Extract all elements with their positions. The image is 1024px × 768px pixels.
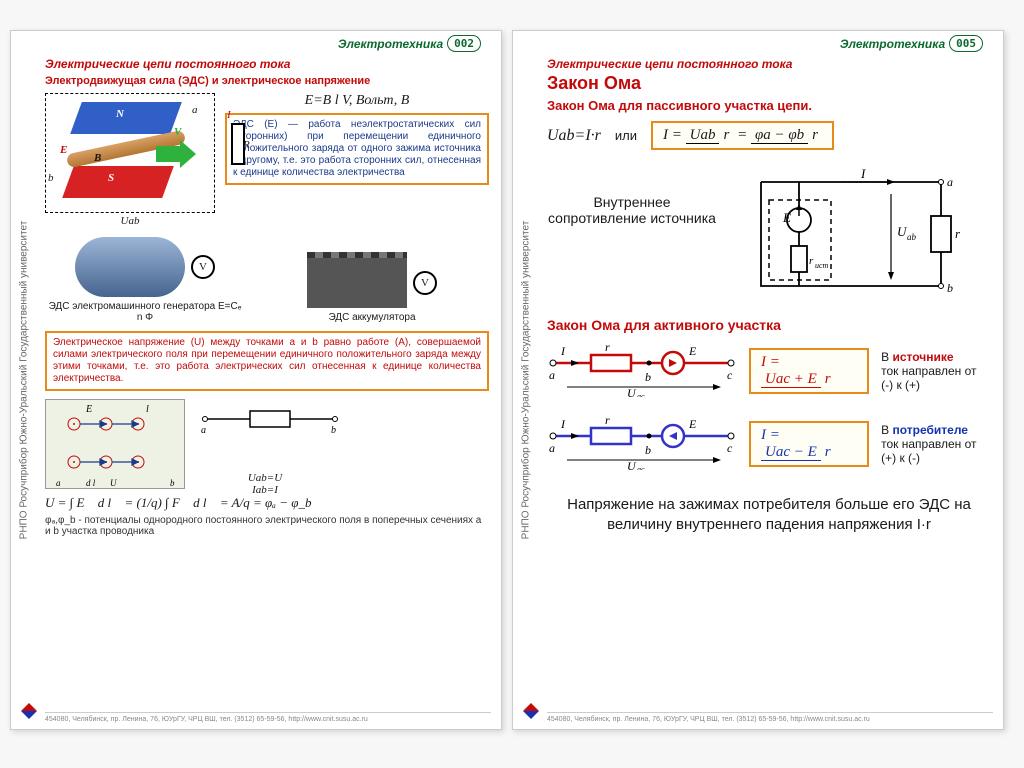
generator-caption: ЭДС электромашинного генератора E=Cₑ n Φ bbox=[45, 301, 245, 323]
emf-magnet-diagram: N S E V B b a I R Uab bbox=[45, 93, 215, 227]
label-B: B bbox=[94, 152, 101, 164]
badge-number: 005 bbox=[949, 35, 983, 52]
label-E: E bbox=[60, 144, 67, 156]
voltage-definition-box: Электрическое напряжение (U) между точка… bbox=[45, 331, 489, 391]
conductor-field-diagram: E⃗ l⃗ a d l⃗ b U bbox=[45, 399, 185, 489]
generator-block: V ЭДС электромашинного генератора E=Cₑ n… bbox=[45, 237, 245, 323]
battery-caption: ЭДС аккумулятора bbox=[255, 312, 489, 323]
passive-title: Закон Ома для пассивного участка цепи. bbox=[547, 98, 991, 113]
card-005: Электротехника 005 РНПО Росучприбор Южно… bbox=[512, 30, 1004, 730]
svg-text:d l⃗: d l⃗ bbox=[86, 478, 102, 488]
right-content: Электрические цепи постоянного тока Зако… bbox=[547, 57, 991, 691]
svg-text:I: I bbox=[560, 417, 566, 431]
svg-text:ab: ab bbox=[907, 232, 917, 242]
label-V: V bbox=[174, 126, 181, 138]
label-I: I bbox=[227, 109, 231, 121]
phi-note: φₐ,φ_b - потенциалы однородного постоянн… bbox=[45, 515, 489, 537]
subject-badge: Электротехника 002 bbox=[338, 35, 481, 52]
svg-text:E: E bbox=[688, 344, 697, 358]
svg-text:E⃗: E⃗ bbox=[85, 404, 100, 415]
voltmeter2-icon: V bbox=[413, 271, 437, 295]
vertical-publisher-label: РНПО Росучприбор Южно-Уральский Государс… bbox=[521, 180, 532, 580]
svg-text:a: a bbox=[549, 368, 555, 382]
load-branch-diagram: I a b c r E Uac bbox=[547, 414, 737, 473]
or-word: или bbox=[615, 128, 637, 143]
label-S: S bbox=[108, 172, 114, 184]
source-note: В источнике ток направлен от (-) к (+) bbox=[881, 350, 991, 392]
svg-text:b: b bbox=[645, 370, 651, 384]
svg-text:b: b bbox=[947, 281, 953, 295]
publisher-logo-icon bbox=[519, 699, 543, 723]
footer-left: 454080, Челябинск, пр. Ленина, 76, ЮУрГУ… bbox=[45, 712, 491, 723]
battery-block: V ЭДС аккумулятора bbox=[255, 258, 489, 323]
card-002: Электротехника 002 РНПО Росучприбор Южно… bbox=[10, 30, 502, 730]
svg-text:ист: ист bbox=[815, 261, 829, 270]
voltage-def-text: Электрическое напряжение (U) между точка… bbox=[53, 337, 481, 384]
label-N: N bbox=[116, 108, 124, 120]
svg-text:U: U bbox=[110, 478, 117, 488]
svg-text:U: U bbox=[627, 459, 637, 470]
svg-text:a: a bbox=[56, 478, 61, 488]
simple-ab-circuit: a b Uab=U Iab=I bbox=[195, 399, 335, 459]
svg-text:E: E bbox=[688, 417, 697, 431]
subject-badge: Электротехника 005 bbox=[840, 35, 983, 52]
active-title: Закон Ома для активного участка bbox=[547, 317, 991, 333]
left-content: Электрические цепи постоянного тока Элек… bbox=[45, 57, 489, 691]
svg-text:b: b bbox=[170, 478, 175, 488]
passive-circuit-diagram: I a b E U ab r r ист bbox=[731, 164, 991, 307]
eds-definition-box: ЭДС (E) — работа неэлектростатических си… bbox=[225, 113, 489, 185]
load-note: В потребителе ток направлен от (+) к (-) bbox=[881, 423, 991, 465]
iab-eq-i: Iab=I bbox=[195, 484, 335, 496]
topic-line: Электрические цепи постоянного тока bbox=[547, 57, 991, 71]
svg-text:a: a bbox=[947, 175, 953, 189]
svg-text:r: r bbox=[809, 255, 814, 267]
svg-text:r: r bbox=[605, 341, 610, 354]
label-b: b bbox=[48, 172, 54, 184]
svg-text:a: a bbox=[201, 425, 206, 436]
footer-right: 454080, Челябинск, пр. Ленина, 76, ЮУрГУ… bbox=[547, 712, 993, 723]
svg-text:ac: ac bbox=[637, 392, 645, 397]
topic-line: Электрические цепи постоянного тока bbox=[45, 57, 489, 71]
badge-subject: Электротехника bbox=[338, 37, 443, 51]
passive-formula-box: I = Uabr = φa − φbr bbox=[651, 121, 834, 150]
svg-text:c: c bbox=[727, 368, 733, 382]
formula-ebiv: E=B l V, Вольт, В bbox=[225, 93, 489, 109]
label-R: R bbox=[243, 139, 250, 151]
svg-text:a: a bbox=[549, 441, 555, 455]
uab-ir: Uab=I·r bbox=[547, 127, 601, 145]
badge-subject: Электротехника bbox=[840, 37, 945, 51]
badge-number: 002 bbox=[447, 35, 481, 52]
svg-text:b: b bbox=[331, 425, 336, 436]
integral-formula: U = ∫ E⃗ d l⃗ = (1/q) ∫ F⃗ d l⃗ = A/q = … bbox=[45, 495, 489, 511]
svg-text:r: r bbox=[955, 226, 961, 241]
svg-text:ac: ac bbox=[637, 465, 645, 470]
publisher-logo-icon bbox=[17, 699, 41, 723]
voltmeter-icon: V bbox=[191, 255, 215, 279]
svg-text:r: r bbox=[605, 414, 610, 427]
source-branch-diagram: I a b c r E Uac bbox=[547, 341, 737, 400]
source-formula-box: I = Uac + Er bbox=[749, 348, 869, 394]
subtitle: Электродвижущая сила (ЭДС) и электрическ… bbox=[45, 75, 489, 87]
svg-text:E: E bbox=[782, 210, 791, 225]
svg-text:U: U bbox=[627, 386, 637, 397]
bottom-conclusion: Напряжение на зажимах потребителя больше… bbox=[547, 495, 991, 536]
vertical-publisher-label: РНПО Росучприбор Южно-Уральский Государс… bbox=[19, 180, 30, 580]
label-a: a bbox=[192, 104, 198, 116]
uab-eq-u: Uab=U bbox=[195, 472, 335, 484]
internal-resistance-label: Внутреннее сопротивление источника bbox=[547, 164, 717, 226]
ohm-title: Закон Ома bbox=[547, 73, 991, 94]
svg-text:I: I bbox=[560, 344, 566, 358]
svg-text:b: b bbox=[645, 443, 651, 457]
svg-text:I: I bbox=[860, 166, 866, 181]
label-Uab: Uab bbox=[45, 215, 215, 227]
svg-text:l⃗: l⃗ bbox=[146, 404, 157, 415]
svg-text:c: c bbox=[727, 441, 733, 455]
load-formula-box: I = Uac − Er bbox=[749, 421, 869, 467]
